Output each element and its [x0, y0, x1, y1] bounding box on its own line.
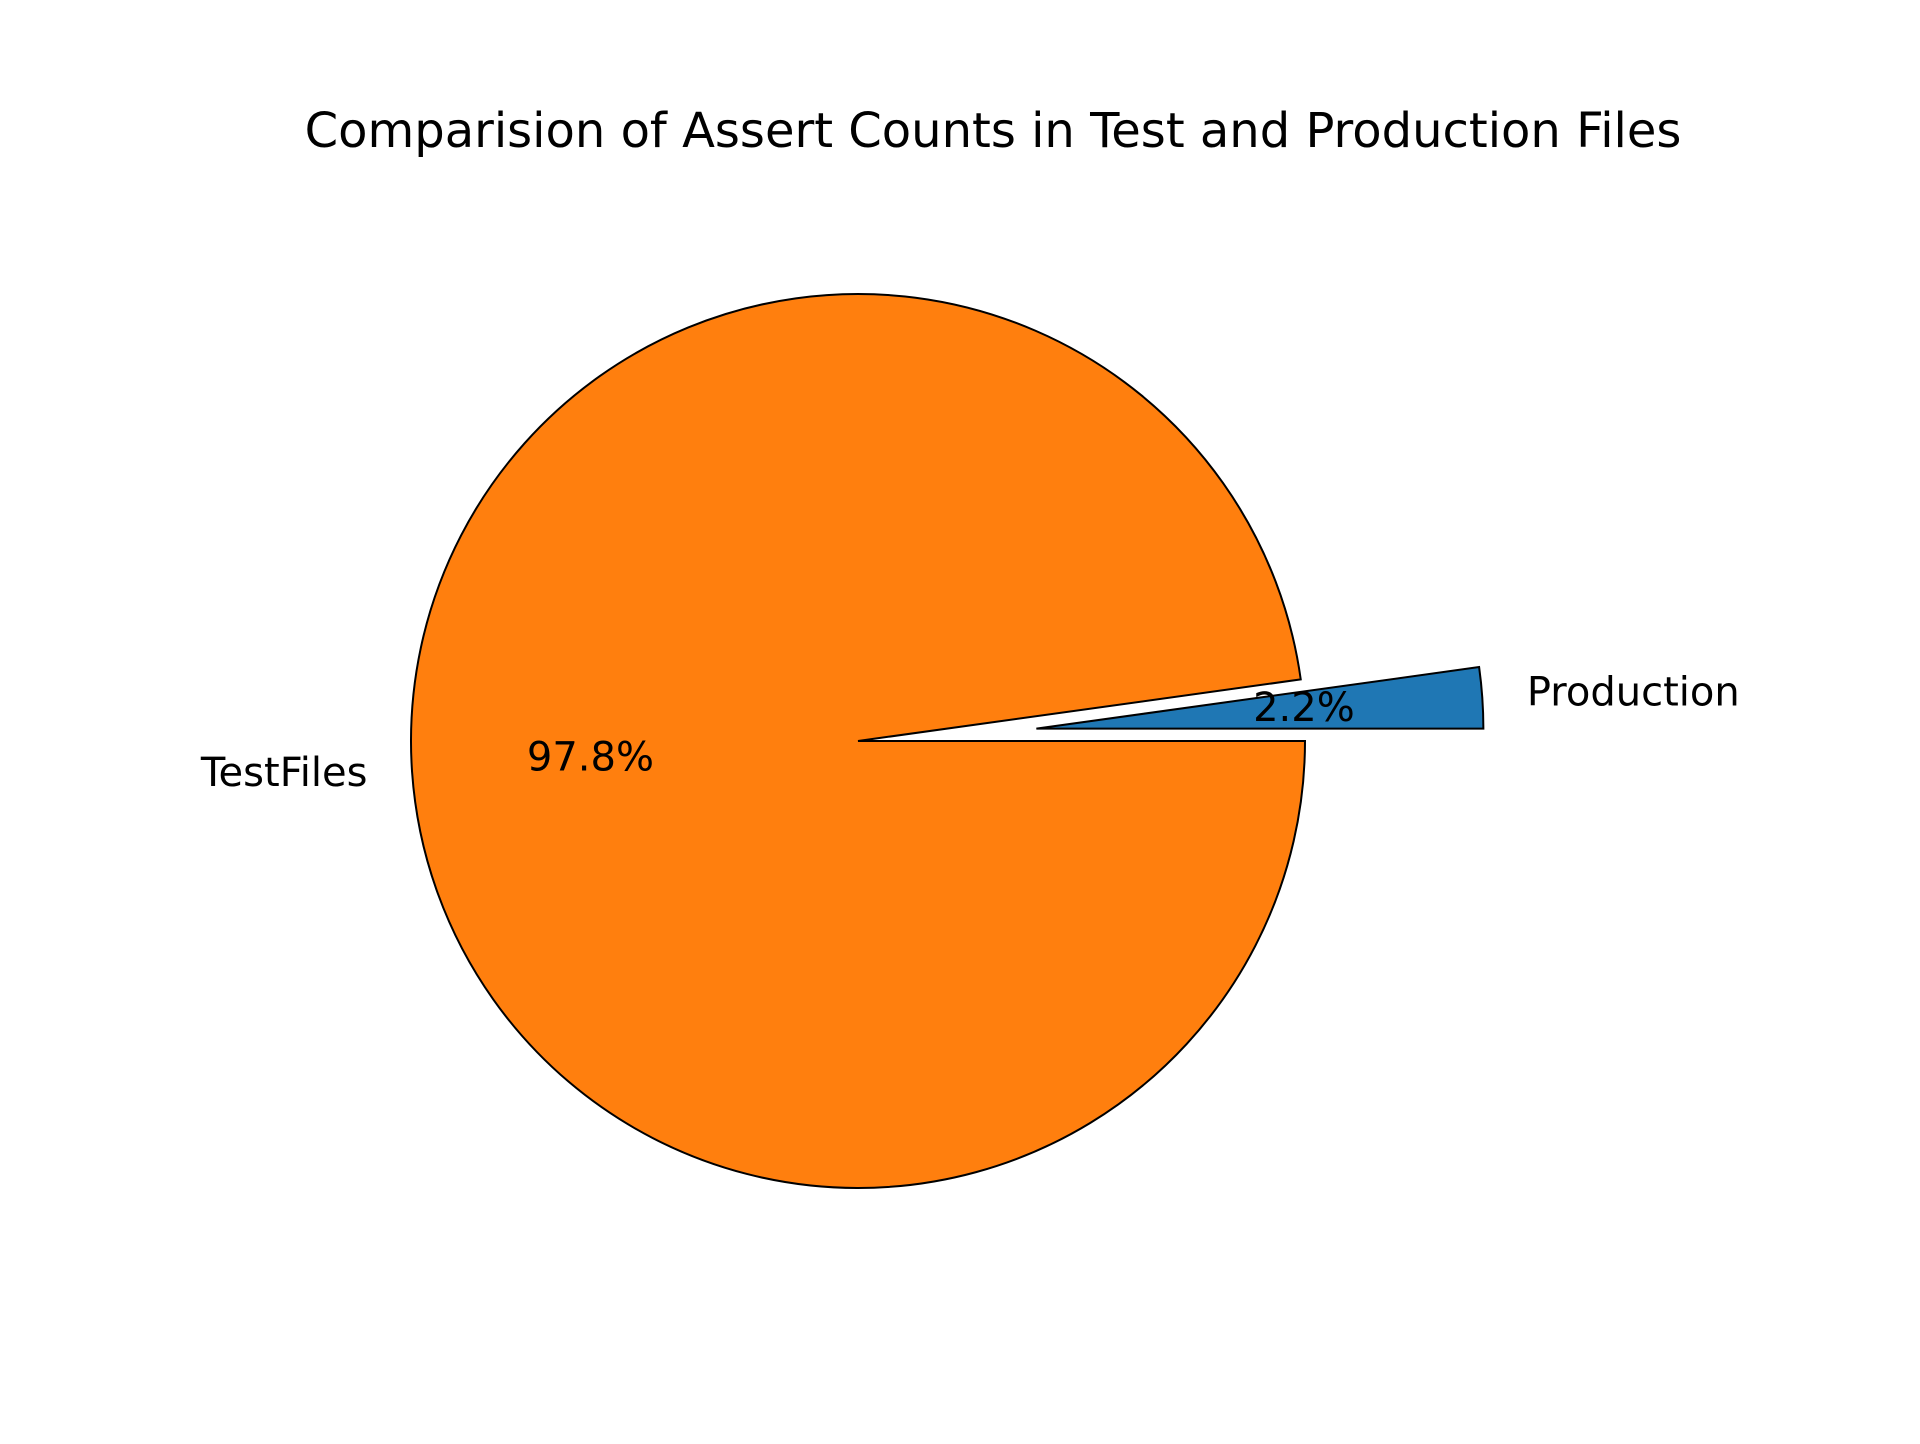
- slice-percent-production: 2.2%: [1253, 685, 1355, 731]
- pie-labels: Production 2.2% TestFiles 97.8%: [200, 670, 1740, 796]
- slice-label-production: Production: [1527, 670, 1740, 716]
- slice-percent-testfiles: 97.8%: [527, 735, 654, 781]
- pie-slices: [410, 293, 1485, 1189]
- slice-label-testfiles: TestFiles: [200, 750, 368, 796]
- chart-title: Comparision of Assert Counts in Test and…: [305, 103, 1682, 159]
- pie-slice-testfiles: [410, 293, 1307, 1189]
- pie-slice-production: [1036, 665, 1485, 730]
